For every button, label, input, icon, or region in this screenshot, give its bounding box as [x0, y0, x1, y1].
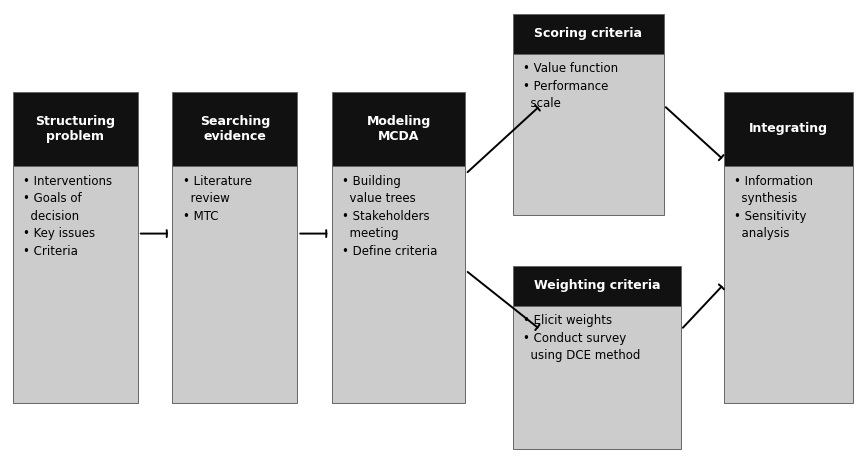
Bar — [512, 306, 680, 449]
Bar — [172, 166, 297, 403]
Bar — [512, 14, 663, 54]
Text: • Literature
  review
• MTC: • Literature review • MTC — [183, 174, 251, 223]
Text: Scoring criteria: Scoring criteria — [534, 27, 641, 40]
Text: Integrating: Integrating — [748, 122, 827, 136]
Bar — [723, 166, 852, 403]
Text: • Elicit weights
• Conduct survey
  using DCE method: • Elicit weights • Conduct survey using … — [523, 314, 640, 362]
Bar — [331, 166, 465, 403]
Bar — [512, 266, 680, 306]
Bar — [512, 54, 663, 215]
Text: • Building
  value trees
• Stakeholders
  meeting
• Define criteria: • Building value trees • Stakeholders me… — [342, 174, 437, 257]
Text: Modeling
MCDA: Modeling MCDA — [366, 115, 430, 143]
Bar — [13, 92, 138, 166]
Bar — [172, 92, 297, 166]
Text: • Value function
• Performance
  scale: • Value function • Performance scale — [523, 62, 617, 110]
Text: • Interventions
• Goals of
  decision
• Key issues
• Criteria: • Interventions • Goals of decision • Ke… — [23, 174, 112, 257]
Text: Structuring
problem: Structuring problem — [35, 115, 115, 143]
Bar — [13, 166, 138, 403]
Text: • Information
  synthesis
• Sensitivity
  analysis: • Information synthesis • Sensitivity an… — [734, 174, 813, 240]
Bar — [723, 92, 852, 166]
Text: Weighting criteria: Weighting criteria — [533, 279, 660, 292]
Bar — [331, 92, 465, 166]
Text: Searching
evidence: Searching evidence — [200, 115, 269, 143]
